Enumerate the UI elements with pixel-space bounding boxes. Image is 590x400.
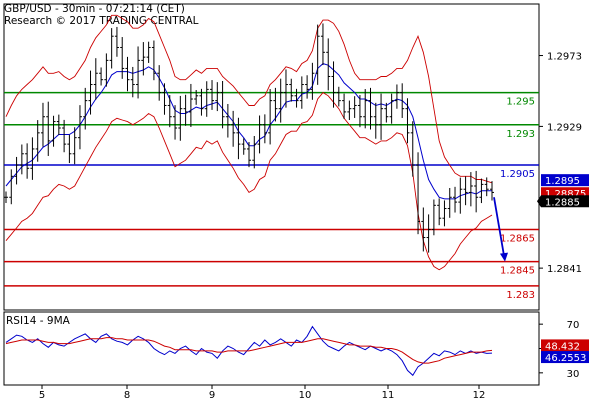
forecast-arrow-shaft [493,197,505,256]
x-tick-label: 8 [124,390,130,400]
x-axis-layer: 5 8 9 10 11 12 [39,385,486,400]
level-label: 1.295 [506,97,535,108]
x-tick-label: 12 [473,390,486,400]
upper-band-line [5,14,493,184]
chart-credit: Research © 2017 TRADING CENTRAL [4,15,199,27]
price-tag-label: 1.28875 [545,189,586,200]
rsi-y-tick-label: 70 [567,320,580,331]
y-tick-label: 1.2929 [547,122,582,133]
rsi-series-rsi [5,325,493,377]
rsi-y-tick-label: 30 [567,369,580,380]
x-tick-label: 11 [382,390,395,400]
level-label: 1.2865 [500,233,535,244]
price-tag-label: 1.2895 [545,176,580,187]
y-tick-label: 1.2841 [547,264,582,275]
level-label: 1.283 [506,290,535,301]
chart-title: GBP/USD - 30min - 07:21:14 (CET) [4,3,185,15]
rsi-tag-ma [541,339,589,352]
level-label: 1.2845 [500,266,535,277]
rsi-tag-label: 48.432 [545,341,580,352]
rsi-plot-layer [5,325,493,377]
main-plot-layer: 1.295 1.293 1.2905 1.2865 1.2845 1.283 [4,14,539,301]
main-plot-frame [3,3,540,311]
level-label: 1.293 [506,129,535,140]
x-tick-label: 5 [39,390,45,400]
price-tag-pivot_box [541,174,589,187]
price-tag-label: 1.2885 [545,197,580,208]
x-tick-label: 9 [209,390,215,400]
lower-band-line [5,92,493,271]
rsi-plot-frame [3,311,540,386]
rsi-tag-label: 46.2553 [545,353,586,364]
rsi-series-ma [5,337,493,364]
forecast-arrow-head [500,252,508,262]
level-label: 1.2905 [500,169,535,180]
price-tag-last [537,195,589,208]
x-tick-label: 10 [299,390,312,400]
rsi-tag-rsi [541,351,589,364]
y-tick-label: 1.2973 [547,52,582,63]
rsi-title: RSI14 - 9MA [6,315,71,327]
